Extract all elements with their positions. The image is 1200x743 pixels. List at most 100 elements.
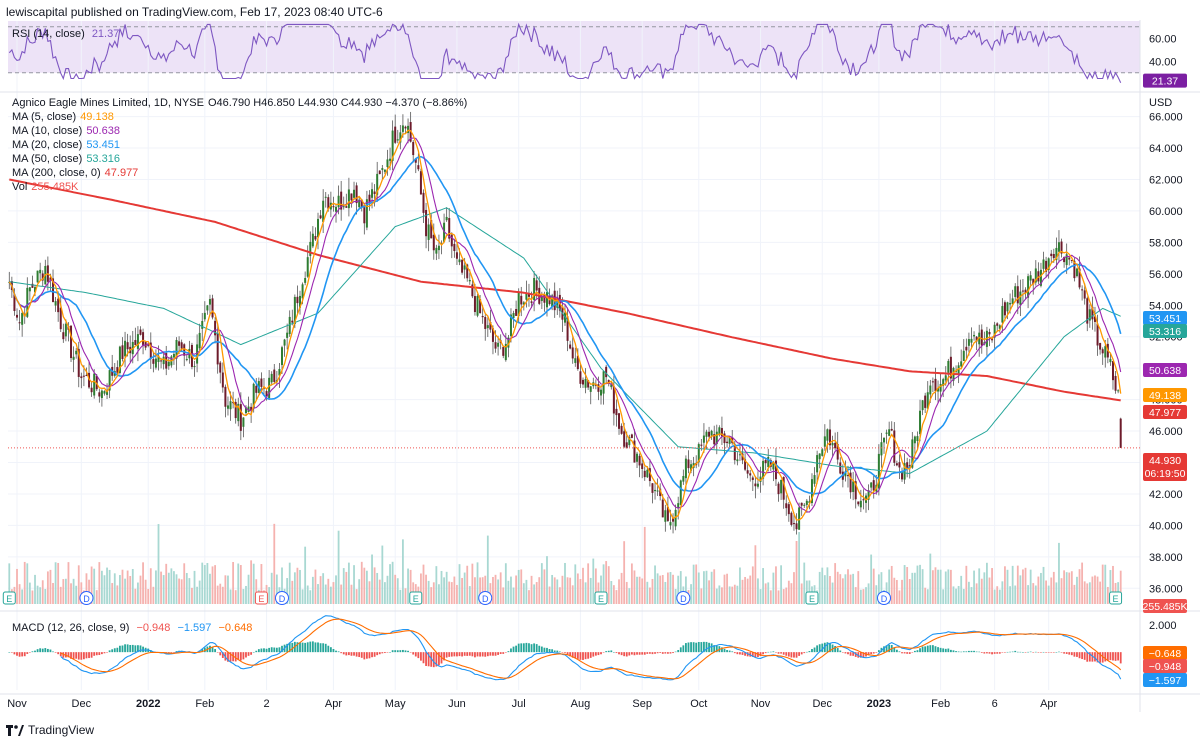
macd-label[interactable]: MACD (12, 26, close, 9) [12, 622, 130, 634]
price-tag-bg [1143, 324, 1187, 338]
candle-body [1011, 298, 1014, 305]
volume-bar [268, 587, 271, 604]
macd-hist-bar [705, 641, 708, 653]
macd-hist-bar [751, 652, 754, 657]
candle-body [443, 222, 446, 242]
footer-brand[interactable]: TradingView [28, 723, 95, 737]
volume-bar [875, 585, 878, 604]
macd-hist-bar [623, 652, 626, 657]
candle-body [628, 437, 631, 446]
macd-hist-bar [327, 645, 330, 653]
macd-hist-bar [245, 652, 247, 658]
candle-body [790, 512, 793, 525]
volume-bar [1091, 576, 1094, 604]
vol-label[interactable]: Vol [12, 181, 28, 193]
earnings-marker: E [805, 591, 819, 605]
volume-bar [931, 570, 934, 604]
macd-hist-bar [872, 652, 875, 654]
macd-hist-bar [345, 652, 348, 656]
symbol-title[interactable]: Agnico Eagle Mines Limited, 1D, NYSE [12, 97, 204, 109]
macd-hist-bar [337, 651, 340, 653]
volume-bar [288, 562, 291, 604]
ma50-label[interactable]: MA (50, close) [12, 153, 83, 165]
candle-body [309, 241, 312, 256]
candle-body [270, 373, 273, 383]
macd-hist-bar [515, 645, 518, 653]
candle-body [311, 233, 314, 247]
volume-bar [337, 530, 340, 604]
volume-bar [306, 585, 309, 604]
ma5-label[interactable]: MA (5, close) [12, 111, 77, 123]
macd-hist-bar [695, 642, 698, 653]
volume-bar [952, 586, 955, 604]
macd-hist-bar [983, 652, 986, 654]
volume-bar [368, 581, 371, 604]
candle-body [913, 436, 916, 444]
ma5-value: 49.138 [80, 111, 114, 123]
candle-body [95, 376, 98, 390]
volume-bar [865, 587, 867, 604]
volume-bar [119, 575, 121, 604]
macd-hist-bar [384, 652, 386, 654]
candle-body [265, 391, 268, 396]
macd-hist-bar [221, 652, 224, 658]
candle-body [1019, 291, 1022, 305]
candle-body [118, 346, 121, 373]
volume-bar [703, 571, 705, 604]
candle-body [661, 499, 664, 518]
macd-hist-bar [1076, 652, 1078, 657]
candle-body [219, 362, 222, 373]
macd-hist-bar [754, 652, 757, 658]
candle-body [378, 170, 381, 175]
volume-bar [592, 558, 595, 604]
volume-bar [396, 578, 399, 604]
macd-hist-bar [399, 650, 402, 653]
macd-hist-bar [479, 652, 481, 657]
macd-hist-bar [685, 643, 687, 653]
candle-body [41, 273, 44, 281]
volume-bar [170, 568, 173, 604]
volume-bar [944, 571, 947, 604]
candle-body [834, 442, 837, 449]
volume-bar [996, 586, 999, 604]
candle-body [939, 383, 942, 392]
volume-bar [445, 571, 448, 604]
volume-bar [1042, 566, 1045, 604]
candle-body [687, 459, 690, 469]
ma10-label[interactable]: MA (10, close) [12, 125, 83, 137]
volume-bar [618, 579, 620, 604]
volume-bar [1096, 576, 1099, 604]
volume-bar [520, 569, 523, 604]
macd-hist-bar [404, 650, 407, 653]
macd-hist-bar [62, 652, 65, 658]
candle-body [250, 406, 253, 411]
macd-hist-bar [700, 642, 703, 653]
ma20-label[interactable]: MA (20, close) [12, 139, 83, 151]
volume-bar [67, 562, 70, 604]
ma200-label[interactable]: MA (200, close, 0) [12, 167, 101, 179]
candle-body [746, 470, 749, 474]
volume-bar [564, 562, 566, 604]
volume-bar [1109, 570, 1112, 604]
volume-bar [237, 563, 240, 604]
macd-hist-bar [412, 652, 415, 655]
candle-body [584, 379, 587, 388]
candle-body [962, 350, 965, 362]
macd-hist-bar [834, 646, 837, 653]
ma10-line [8, 137, 1122, 513]
volume-bar [988, 577, 991, 604]
volume-bar [183, 563, 186, 604]
macd-hist-bar [715, 645, 718, 653]
candle-body [615, 408, 618, 416]
macd-hist-bar [468, 652, 471, 656]
volume-bar [759, 589, 762, 604]
volume-bar [111, 583, 114, 604]
volume-bar [906, 567, 909, 604]
price-tag-text: −0.648 [1149, 648, 1182, 660]
volume-bar [44, 589, 47, 604]
candle-body [880, 442, 883, 456]
volume-bar [1073, 584, 1076, 604]
volume-bar [777, 590, 780, 604]
macd-hist-bar [870, 652, 873, 655]
macd-hist-bar [525, 642, 528, 653]
